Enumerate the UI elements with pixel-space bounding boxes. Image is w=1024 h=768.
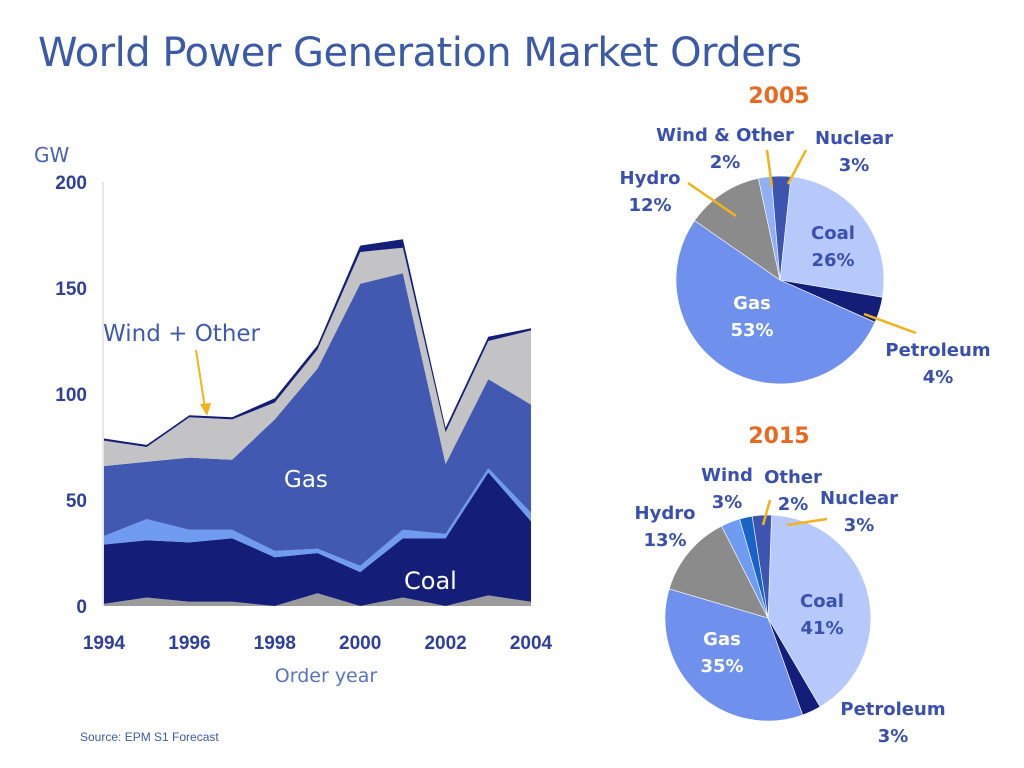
area-layer-coal	[104, 472, 531, 606]
pie2005-hydro-leader	[687, 181, 737, 218]
pie2015-nuclear-value: 3%	[844, 515, 875, 536]
x-tick-label: 1996	[168, 633, 210, 654]
pie2005-nuclear-value: 3%	[839, 155, 870, 176]
annotation-wind-other: Wind + Other	[103, 321, 261, 347]
pie2015-gas-value: 35%	[700, 656, 743, 677]
annotation-coal: Coal	[404, 567, 457, 595]
x-axis-title: Order year	[275, 665, 378, 687]
area-layer-gas	[104, 273, 531, 566]
pie2005-hydro-label: Hydro	[620, 168, 681, 189]
y-tick-label: 200	[55, 173, 87, 194]
x-tick-label: 1998	[254, 633, 296, 654]
pie2005-coal-label: Coal	[811, 223, 855, 244]
pie2015-wind-leader	[761, 499, 772, 526]
pie2015-gas-label: Gas	[703, 629, 741, 650]
pie2005-wind-other-label: Wind & Other	[656, 125, 794, 146]
pie2015-other-label: Other	[764, 467, 822, 488]
source-note: Source: EPM S1 Forecast	[80, 730, 219, 744]
pie2005-gas-label: Gas	[733, 293, 771, 314]
pie2015-wind-label: Wind	[701, 465, 753, 486]
annotation-gas: Gas	[284, 467, 328, 493]
pie2015-slice-nuclear	[751, 514, 772, 619]
pie2015-nuclear-leader	[786, 517, 828, 527]
x-tick-label: 2004	[510, 633, 553, 654]
annotation-arrow-line	[195, 349, 206, 409]
x-tick-label: 2002	[424, 633, 466, 654]
x-tick-label: 2000	[339, 633, 381, 654]
pie2005-hydro-value: 12%	[628, 195, 671, 216]
pie2015-coal-label: Coal	[800, 591, 844, 612]
annotation-arrow-head	[200, 403, 211, 416]
pie2005-nuclear-leader	[786, 149, 808, 185]
y-tick-label: 50	[66, 491, 87, 512]
pie2015-petroleum-label: Petroleum	[840, 699, 945, 720]
pie2015-slice-gas	[664, 588, 803, 722]
pie2015-coal-value: 41%	[800, 618, 843, 639]
pie2005-petroleum-label: Petroleum	[885, 340, 990, 361]
y-tick-label: 0	[76, 597, 87, 618]
area-layer-bottom	[104, 593, 531, 606]
pie2015-hydro-value: 13%	[643, 530, 686, 551]
pie2005-title: 2005	[748, 84, 809, 109]
pie2015-slice-hydro	[668, 525, 769, 619]
pie2005-petroleum-leader	[863, 312, 917, 335]
pie2005-wind-other-value: 2%	[710, 152, 741, 173]
pie2005-nuclear-label: Nuclear	[815, 128, 893, 149]
y-tick-label: 150	[55, 279, 87, 300]
pie2015-title: 2015	[748, 424, 809, 449]
pie2015-other-value: 2%	[778, 494, 809, 515]
area-layer-wind-other	[104, 247, 531, 467]
x-tick-label: 1994	[83, 633, 126, 654]
pie2015-nuclear-label: Nuclear	[820, 488, 898, 509]
pie2005-slice-gas	[675, 220, 876, 385]
area-layer-band	[104, 468, 531, 573]
pie2005-coal-value: 26%	[811, 250, 854, 271]
y-tick-label: 100	[55, 385, 87, 406]
pie2005-wind-other-leader	[765, 149, 774, 188]
page-title: World Power Generation Market Orders	[38, 30, 802, 76]
pie2005-gas-value: 53%	[730, 320, 773, 341]
pie2015-petroleum-value: 3%	[878, 726, 909, 747]
pie2005-slice-coal	[779, 176, 885, 298]
pie2005-petroleum-value: 4%	[923, 367, 954, 388]
pie2015-wind-value: 3%	[712, 492, 743, 513]
pie2015-hydro-label: Hydro	[635, 503, 696, 524]
y-axis-title: GW	[34, 143, 69, 167]
